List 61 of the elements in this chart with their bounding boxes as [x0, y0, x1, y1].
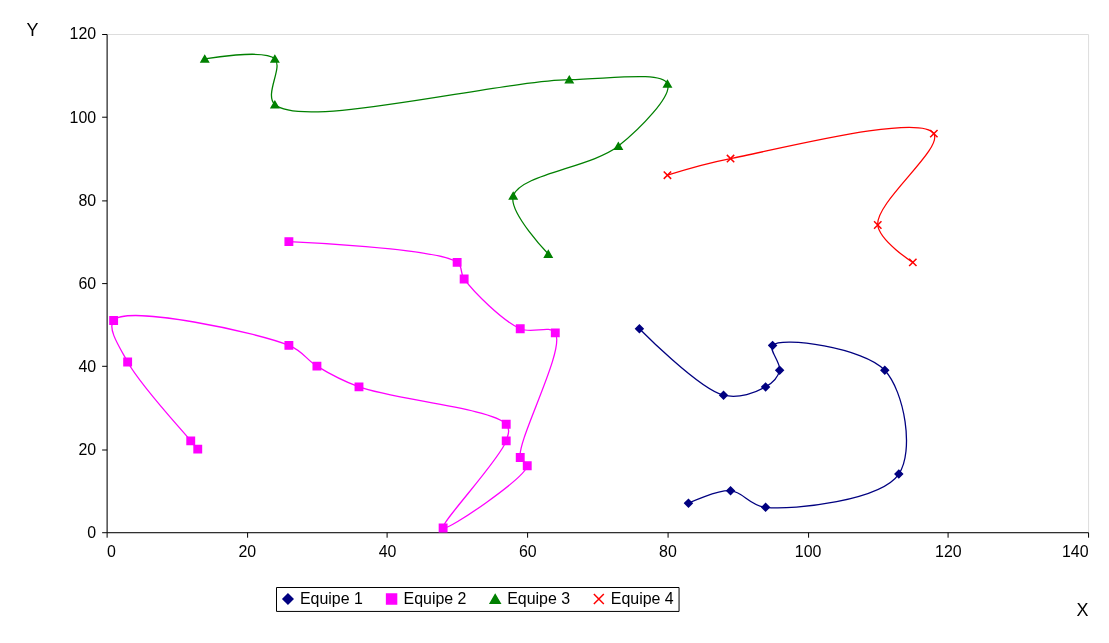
point	[508, 191, 518, 200]
point	[438, 523, 448, 533]
point	[284, 237, 294, 247]
point	[873, 220, 883, 230]
y-tick-label: 80	[78, 191, 97, 209]
y-axis-title: Y	[26, 19, 39, 40]
point	[186, 436, 196, 446]
point	[684, 498, 693, 508]
point	[761, 382, 771, 392]
point	[270, 54, 280, 63]
point	[522, 461, 532, 471]
x-tick-label: 60	[518, 542, 537, 560]
point	[459, 274, 469, 284]
legend-label: Equipe 1	[299, 589, 363, 607]
point	[634, 324, 644, 334]
x-axis-title: X	[1076, 600, 1089, 621]
x-tick-label: 120	[935, 542, 962, 560]
point	[452, 257, 462, 267]
point	[908, 257, 918, 267]
point	[515, 324, 525, 334]
point	[354, 382, 364, 392]
point	[894, 469, 904, 479]
point	[200, 54, 210, 63]
point	[550, 328, 560, 338]
y-tick-label: 20	[78, 440, 97, 458]
point	[564, 75, 574, 84]
point	[193, 444, 203, 454]
point	[613, 142, 623, 151]
point	[768, 340, 778, 350]
point	[663, 170, 672, 180]
legend-label: Equipe 4	[610, 589, 674, 607]
point	[284, 340, 294, 350]
point	[109, 316, 119, 325]
legend-label: Equipe 2	[403, 589, 467, 607]
y-tick-label: 40	[78, 357, 97, 375]
point	[761, 502, 771, 512]
x-tick-label: 20	[238, 542, 257, 560]
point	[726, 486, 735, 496]
y-tick-label: 0	[87, 523, 97, 541]
point	[501, 436, 511, 446]
point	[123, 357, 133, 367]
x-tick-label: 100	[794, 542, 822, 560]
x-tick-label: 80	[659, 542, 677, 560]
point	[726, 154, 735, 163]
point	[663, 79, 672, 88]
point	[543, 250, 553, 258]
point	[501, 419, 511, 429]
x-tick-label: 0	[107, 542, 117, 560]
point	[270, 100, 280, 109]
legend-label: Equipe 3	[507, 589, 571, 607]
y-tick-label: 60	[78, 274, 97, 292]
point	[775, 365, 785, 375]
point	[719, 390, 728, 400]
point	[929, 129, 939, 139]
y-tick-label: 120	[69, 25, 97, 43]
x-tick-label: 40	[378, 542, 397, 560]
x-tick-label: 140	[1061, 542, 1089, 560]
y-tick-label: 100	[69, 108, 97, 126]
point	[312, 361, 322, 371]
point	[880, 365, 890, 375]
point	[515, 453, 525, 462]
